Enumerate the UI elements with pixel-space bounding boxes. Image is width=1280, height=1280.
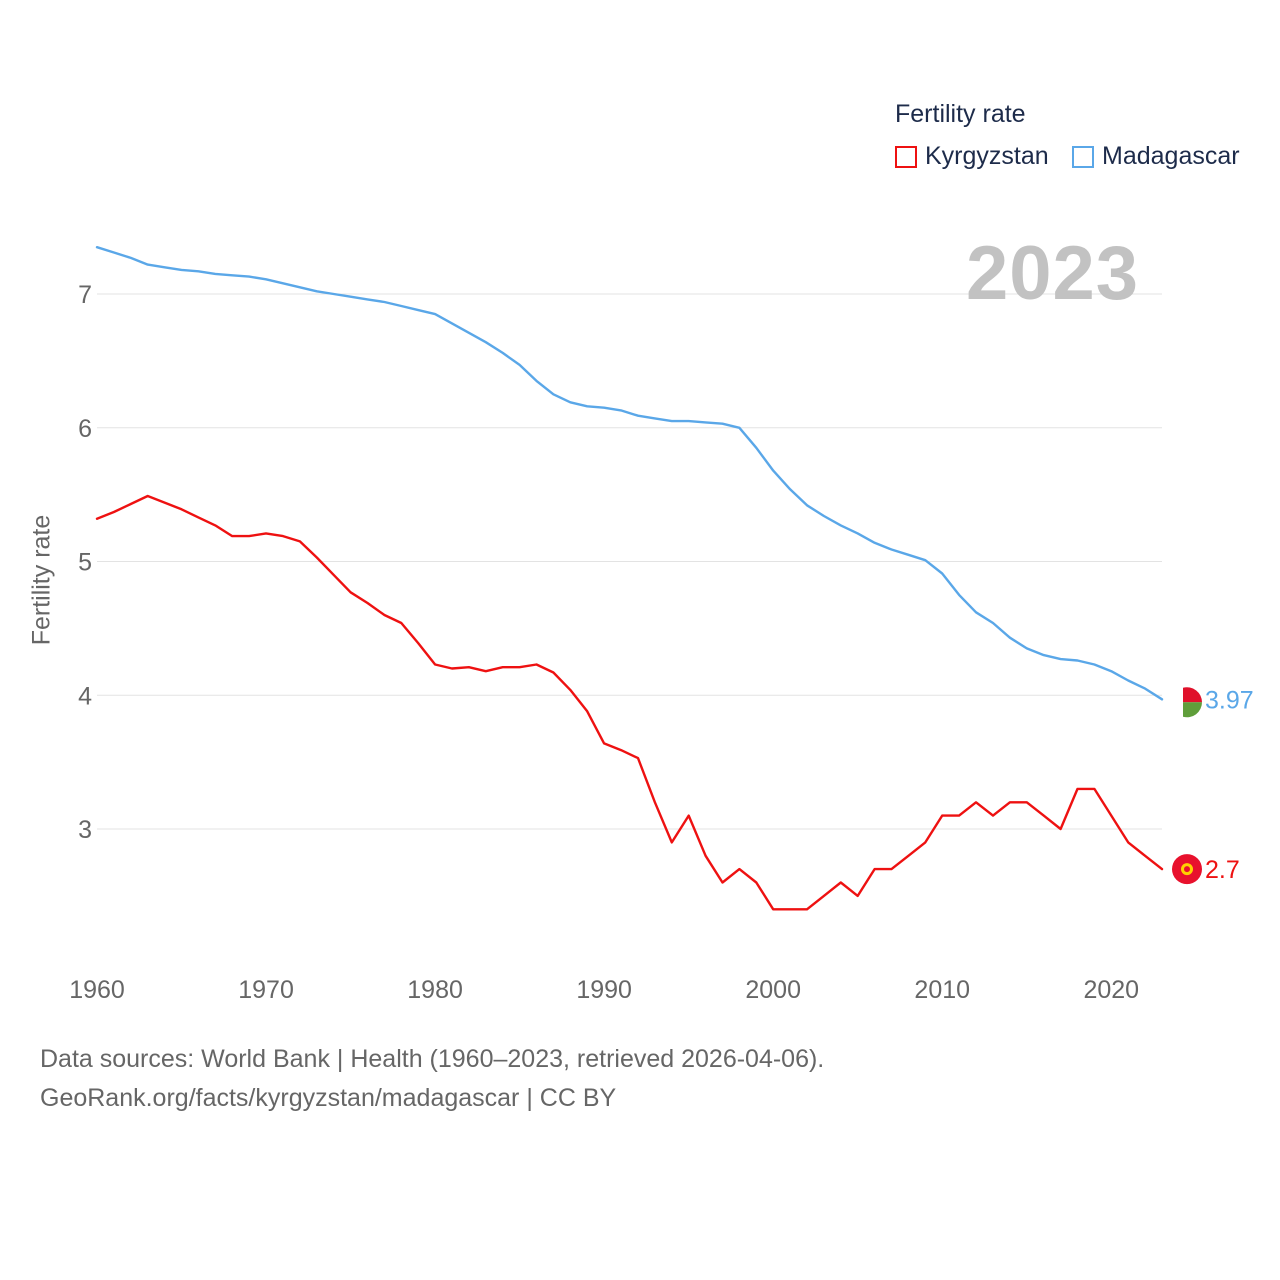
grid-lines [97, 293, 1162, 830]
x-tick-label: 2020 [1083, 976, 1139, 1004]
legend-item-madagascar[interactable]: Madagascar [1072, 142, 1240, 171]
y-tick-label: 6 [78, 415, 92, 443]
flag-sun-center [1184, 866, 1190, 873]
end-label-kyrgyzstan: 2.7 [1205, 856, 1240, 884]
x-tick-label: 1980 [407, 976, 463, 1004]
y-axis-ticks: 3 4 5 6 7 [78, 281, 92, 844]
madagascar-flag-icon [1172, 687, 1202, 718]
end-label-madagascar: 3.97 [1205, 686, 1254, 714]
y-tick-label: 4 [78, 682, 92, 710]
series-line-madagascar [95, 245, 1164, 701]
x-tick-label: 1960 [69, 976, 125, 1004]
legend-label-madagascar: Madagascar [1102, 142, 1240, 170]
flag-green-band [1183, 702, 1202, 718]
flag-red-band [1183, 687, 1202, 703]
source-line-1: Data sources: World Bank | Health (1960–… [40, 1045, 825, 1073]
kyrgyzstan-flag-icon [1172, 854, 1202, 885]
end-markers: 2.7 3.97 [1172, 686, 1254, 885]
legend-swatch-kyrgyzstan [895, 145, 917, 168]
y-tick-label: 3 [78, 816, 92, 844]
y-tick-label: 5 [78, 549, 92, 577]
x-tick-label: 2000 [745, 976, 801, 1004]
y-tick-label: 7 [78, 281, 92, 309]
series-lines [95, 245, 1164, 911]
y-axis-title: Fertility rate [27, 514, 56, 646]
legend-swatch-madagascar [1072, 145, 1094, 168]
x-tick-label: 1970 [238, 976, 294, 1004]
x-axis-ticks: 1960 1970 1980 1990 2000 2010 2020 [69, 976, 1139, 1004]
series-line-kyrgyzstan [95, 494, 1164, 911]
legend-item-kyrgyzstan[interactable]: Kyrgyzstan [895, 142, 1049, 171]
source-line-2: GeoRank.org/facts/kyrgyzstan/madagascar … [40, 1084, 617, 1112]
legend-label-kyrgyzstan: Kyrgyzstan [925, 142, 1049, 170]
x-tick-label: 1990 [576, 976, 632, 1004]
x-tick-label: 2010 [914, 976, 970, 1004]
year-display: 2023 [966, 231, 1140, 316]
legend-title: Fertility rate [895, 100, 1026, 128]
